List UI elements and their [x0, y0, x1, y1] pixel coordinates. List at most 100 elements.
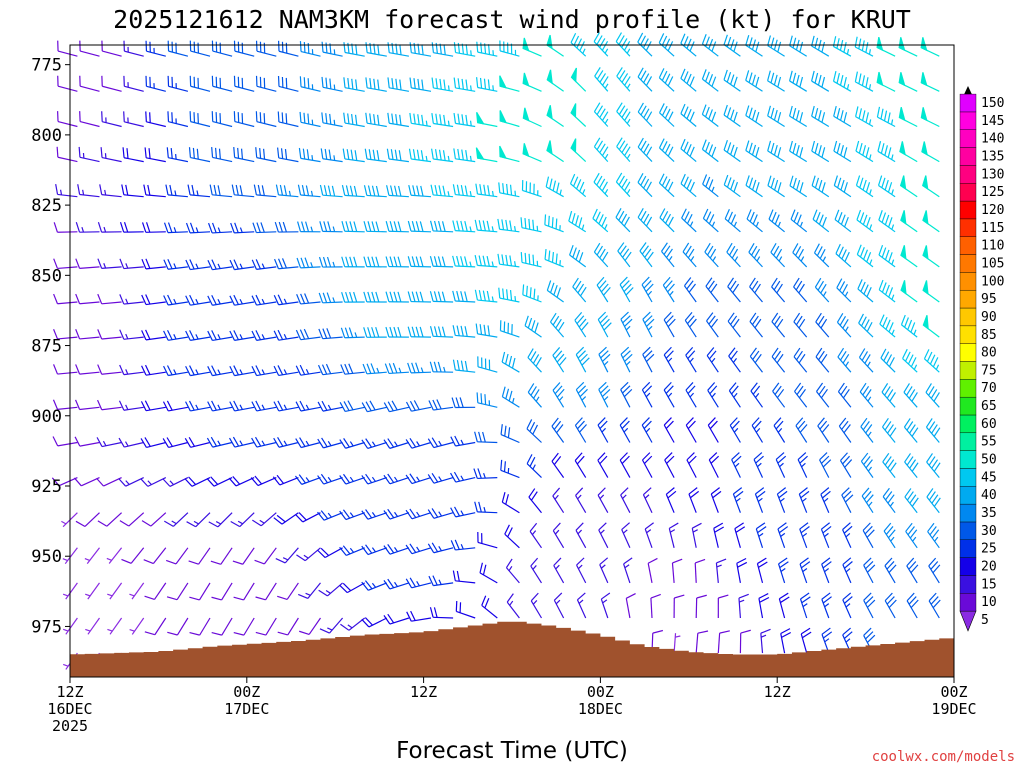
wind-barb [706, 312, 719, 338]
wind-barb [317, 473, 343, 485]
wind-barb [317, 547, 343, 559]
wind-barb [211, 146, 233, 163]
wind-barb [295, 328, 321, 341]
wind-barb [452, 570, 476, 584]
wind-barb [233, 582, 255, 601]
wind-barb [273, 400, 299, 412]
wind-barb [620, 311, 633, 338]
wind-barb [854, 71, 874, 92]
wind-barb [775, 452, 787, 478]
wind-barb [883, 522, 896, 549]
wind-barb [339, 400, 365, 413]
wind-barb [748, 242, 763, 268]
wind-barb [876, 36, 896, 57]
wind-barb [754, 487, 766, 513]
wind-barb [658, 173, 675, 198]
wind-barb [428, 399, 454, 411]
y-tick-label: 900 [31, 407, 62, 427]
wind-barb [299, 76, 321, 92]
wind-barb [812, 209, 830, 233]
wind-barb [96, 437, 122, 448]
wind-barb [789, 175, 808, 198]
wind-barb [710, 487, 722, 513]
wind-barb [715, 558, 727, 583]
wind-barb [501, 386, 520, 408]
wind-barb [530, 557, 543, 584]
wind-barb [832, 36, 852, 57]
wind-barb [620, 487, 631, 513]
wind-barb [229, 365, 255, 377]
wind-barb [767, 35, 785, 57]
wind-barb [233, 147, 255, 163]
wind-barb [522, 37, 542, 57]
wind-barb [319, 184, 343, 198]
wind-barb [317, 437, 343, 449]
wind-barb [637, 137, 653, 163]
wind-barb [685, 382, 697, 408]
wind-barb [551, 417, 565, 443]
wind-barb [340, 327, 365, 339]
wind-barb [593, 137, 609, 163]
wind-barb [922, 245, 940, 268]
wind-barb [701, 69, 719, 92]
wind-barb [723, 174, 741, 198]
wind-barb [318, 292, 343, 304]
wind-barb [499, 145, 520, 163]
wind-barb [162, 437, 189, 449]
wind-barb [405, 508, 432, 520]
wind-barb [858, 348, 874, 373]
wind-barb [207, 365, 233, 377]
wind-barb [641, 417, 653, 443]
wind-barb [144, 617, 167, 636]
wind-barb [189, 111, 211, 128]
y-tick-label: 950 [31, 547, 62, 567]
colorbar-swatch [959, 343, 977, 362]
colorbar-label: 35 [981, 506, 997, 521]
wind-barb [903, 418, 919, 443]
wind-barb [97, 329, 122, 340]
wind-barb [79, 75, 100, 92]
wind-barb [474, 289, 498, 303]
wind-barb [321, 76, 343, 92]
wind-barb [520, 252, 542, 268]
wind-barb [926, 453, 941, 478]
wind-barb [474, 501, 498, 514]
wind-barb [921, 141, 940, 163]
wind-barb [474, 431, 498, 444]
credit-link[interactable]: coolwx.com/models [872, 749, 1015, 765]
wind-barb [732, 487, 744, 513]
wind-barb [452, 220, 476, 233]
wind-barb [365, 42, 387, 57]
wind-barb [277, 111, 299, 128]
wind-barb [821, 627, 833, 654]
wind-barb [450, 506, 476, 518]
wind-barb [673, 633, 681, 654]
wind-barb [206, 436, 233, 448]
wind-barb [431, 42, 454, 57]
wind-barb [681, 208, 697, 233]
wind-barb [900, 280, 918, 303]
x-tick-label: 19DEC [931, 700, 976, 718]
wind-barb [921, 175, 940, 198]
wind-barb [476, 41, 498, 57]
wind-barb [273, 436, 299, 448]
colorbar-swatch [959, 521, 977, 540]
wind-barb [273, 512, 299, 525]
x-tick-label: 00Z [233, 683, 260, 701]
wind-barb [617, 242, 632, 268]
wind-barb [141, 329, 166, 341]
wind-barb [501, 492, 520, 514]
wind-barb [668, 522, 679, 548]
wind-barb [429, 220, 454, 233]
wind-barb [928, 592, 941, 619]
wind-barb [723, 69, 741, 92]
wind-barb [319, 221, 343, 233]
colorbar-label: 145 [981, 114, 1004, 129]
wind-barb [616, 102, 631, 127]
wind-barb [598, 381, 611, 408]
wind-barb [546, 69, 564, 92]
wind-barb [789, 70, 808, 92]
wind-barb [119, 221, 144, 233]
wind-barb [704, 242, 719, 268]
wind-barb [771, 347, 786, 373]
